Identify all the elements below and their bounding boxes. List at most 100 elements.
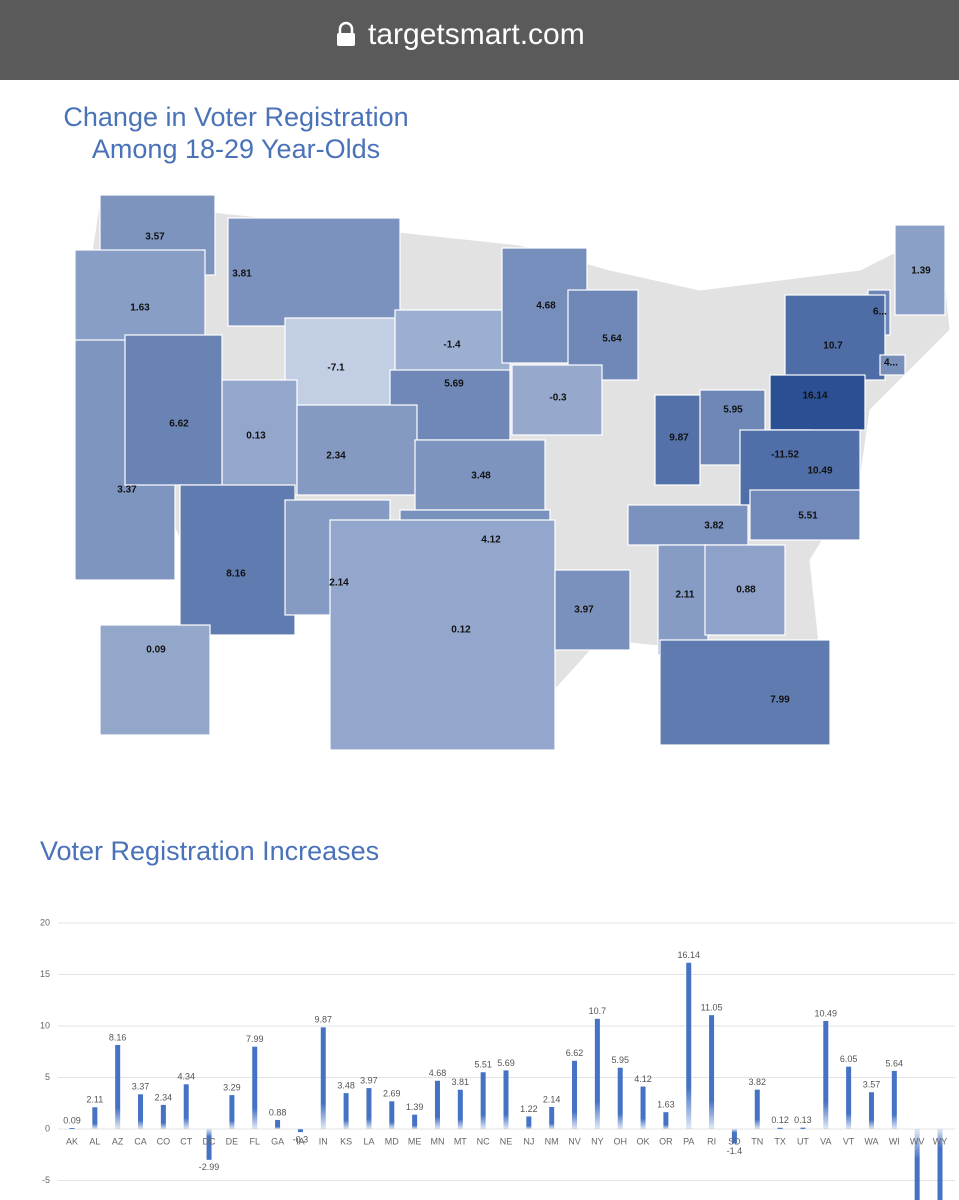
state-region: [769, 374, 866, 431]
state-value-label: -1.4: [443, 340, 461, 351]
x-tick-label: VA: [820, 1136, 831, 1146]
data-label: 1.63: [657, 1100, 675, 1110]
bar: [846, 1066, 852, 1129]
bar: [914, 1129, 920, 1200]
state-value-label: 4...: [884, 358, 898, 369]
data-label: 4.68: [429, 1068, 447, 1078]
bar: [754, 1089, 760, 1129]
state-value-label: 10.7: [823, 341, 843, 352]
state-region: [296, 404, 418, 496]
bar: [229, 1095, 235, 1129]
state-region: [554, 569, 631, 651]
bar: [891, 1070, 897, 1129]
x-tick-label: SD: [728, 1136, 741, 1146]
x-tick-label: DC: [203, 1136, 216, 1146]
x-tick-label: TN: [751, 1136, 763, 1146]
bar: [206, 1129, 212, 1160]
state-region: [124, 334, 223, 486]
x-tick-label: DE: [226, 1136, 239, 1146]
state-value-label: 0.09: [146, 645, 166, 656]
state-region: [414, 439, 546, 511]
bar: [320, 1027, 326, 1129]
x-tick-label: NV: [568, 1136, 581, 1146]
data-label: 6.05: [840, 1054, 858, 1064]
x-tick-label: MN: [430, 1136, 444, 1146]
x-tick-label: TX: [774, 1136, 786, 1146]
state-value-label: 2.34: [326, 451, 346, 462]
bar: [709, 1015, 715, 1129]
data-label: 3.37: [132, 1082, 150, 1092]
bar: [92, 1107, 98, 1129]
bar: [480, 1072, 486, 1129]
state-region: [329, 519, 556, 751]
state-region: [894, 224, 946, 316]
state-region: [227, 217, 401, 327]
x-tick-label: WV: [910, 1136, 925, 1146]
x-tick-label: NY: [591, 1136, 604, 1146]
bar: [526, 1116, 532, 1129]
bar: [777, 1127, 783, 1129]
state-region: [654, 394, 701, 486]
url[interactable]: targetsmart.com: [368, 18, 585, 51]
x-tick-label: CO: [157, 1136, 171, 1146]
state-value-label: 4.12: [481, 535, 501, 546]
state-region: [99, 624, 211, 736]
x-tick-label: LA: [363, 1136, 374, 1146]
state-value-label: 4.68: [536, 301, 556, 312]
data-label: -1.4: [727, 1146, 743, 1156]
data-label: 11.05: [701, 1003, 723, 1013]
state-value-label: 8.16: [226, 569, 246, 580]
x-tick-label: MD: [385, 1136, 399, 1146]
state-value-label: 2.11: [676, 590, 695, 601]
x-tick-label: WY: [933, 1136, 948, 1146]
state-value-label: 10.49: [807, 466, 832, 477]
bar: [457, 1089, 463, 1129]
data-label: 3.97: [360, 1075, 378, 1085]
x-tick-label: OK: [637, 1136, 650, 1146]
data-label: 2.11: [86, 1095, 103, 1105]
x-tick-label: NM: [545, 1136, 559, 1146]
data-label: -0.3: [293, 1134, 309, 1144]
bar: [366, 1088, 372, 1129]
x-tick-label: NJ: [523, 1136, 534, 1146]
state-value-label: 16.14: [802, 391, 827, 402]
x-tick-label: CT: [180, 1136, 192, 1146]
state-region: [749, 489, 861, 541]
y-tick-label: 10: [40, 1020, 50, 1030]
state-value-label: 3.57: [145, 232, 165, 243]
y-tick-label: 15: [40, 969, 50, 979]
state-value-label: 6...: [873, 307, 887, 318]
data-label: 5.51: [474, 1060, 492, 1070]
state-value-label: 5.69: [444, 379, 464, 390]
x-tick-label: OH: [613, 1136, 627, 1146]
state-region: [879, 354, 906, 376]
bar: [389, 1101, 395, 1129]
state-value-label: -0.3: [549, 393, 567, 404]
state-region: [704, 544, 786, 636]
x-tick-label: ME: [408, 1136, 422, 1146]
bar: [731, 1129, 737, 1144]
map-title: Among 18-29 Year-Olds: [92, 134, 380, 164]
data-label: 6.62: [566, 1048, 584, 1058]
x-tick-label: MT: [454, 1136, 467, 1146]
x-tick-label: AK: [66, 1136, 78, 1146]
x-tick-label: AZ: [112, 1136, 124, 1146]
data-label: 5.64: [886, 1058, 904, 1068]
bar: [823, 1020, 829, 1129]
state-value-label: 5.64: [602, 334, 622, 345]
state-value-label: 5.51: [798, 511, 818, 522]
bar: [617, 1067, 623, 1129]
data-label: 5.95: [611, 1055, 629, 1065]
state-value-label: 3.97: [574, 605, 594, 616]
bar-title: Voter Registration Increases: [40, 836, 379, 866]
state-region: [659, 639, 831, 746]
state-region: [627, 504, 749, 546]
bar: [252, 1046, 258, 1129]
data-label: 10.7: [589, 1006, 607, 1016]
bar: [937, 1129, 943, 1200]
x-tick-label: KS: [340, 1136, 352, 1146]
bar: [594, 1018, 600, 1129]
state-value-label: 0.12: [451, 625, 471, 636]
